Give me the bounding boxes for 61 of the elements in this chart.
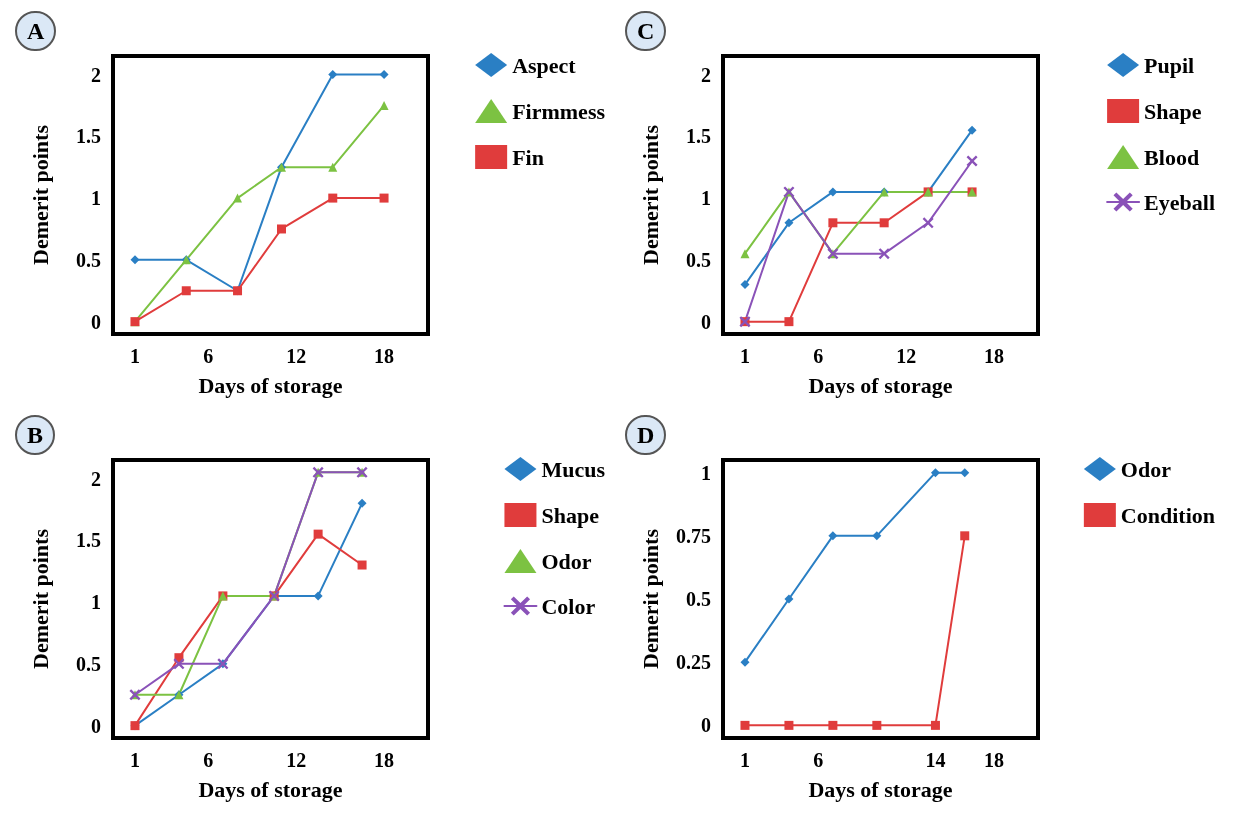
y-tick-label: 2 — [91, 467, 101, 490]
chart-title: C — [637, 18, 655, 44]
y-tick-label: 2 — [701, 63, 711, 86]
x-tick-label: 6 — [203, 749, 214, 771]
x-tick-label: 18 — [374, 345, 395, 367]
y-tick-label: 0.5 — [686, 248, 711, 271]
y-tick-label: 0.5 — [686, 588, 711, 610]
y-tick-label: 1 — [701, 461, 711, 484]
y-axis-title: Demerit points — [27, 124, 53, 265]
x-tick-label: 18 — [984, 345, 1005, 367]
y-axis-title: Demerit points — [637, 528, 663, 669]
chart-title: D — [637, 422, 655, 448]
x-tick-label: 6 — [813, 749, 824, 771]
y-tick-label: 0 — [91, 310, 101, 333]
x-axis-title: Days of storage — [198, 372, 343, 398]
y-tick-label: 0 — [701, 310, 711, 333]
legend-label: Aspect — [512, 52, 577, 78]
legend-label: Condition — [1120, 502, 1216, 528]
legend-label: Odor — [1120, 456, 1172, 482]
x-tick-label: 12 — [286, 749, 307, 771]
x-tick-label: 6 — [813, 345, 824, 367]
x-tick-label: 1 — [739, 749, 750, 771]
y-axis-title: Demerit points — [27, 528, 53, 669]
y-tick-label: 0.5 — [76, 652, 101, 675]
y-tick-label: 1.5 — [76, 529, 101, 552]
x-tick-label: 18 — [374, 749, 395, 771]
legend-label: Shape — [541, 502, 600, 528]
legend-label: Odor — [541, 548, 592, 574]
x-axis-title: Days of storage — [808, 776, 953, 802]
y-tick-label: 1 — [91, 187, 101, 210]
y-tick-label: 1.5 — [76, 125, 101, 148]
x-tick-label: 14 — [925, 749, 946, 771]
y-tick-label: 1 — [91, 591, 101, 614]
x-tick-label: 1 — [129, 345, 140, 367]
x-tick-label: 6 — [203, 345, 214, 367]
y-tick-label: 0.5 — [76, 248, 101, 271]
x-axis-title: Days of storage — [198, 776, 343, 802]
chart-title: A — [27, 18, 45, 44]
y-tick-label: 2 — [91, 63, 101, 86]
x-tick-label: 12 — [286, 345, 307, 367]
legend-label: Pupil — [1144, 52, 1195, 78]
legend-label: Fin — [512, 144, 544, 170]
y-tick-label: 0.25 — [676, 651, 711, 674]
legend-label: Blood — [1144, 144, 1200, 170]
x-tick-label: 18 — [984, 749, 1005, 771]
x-axis-title: Days of storage — [808, 372, 953, 398]
x-tick-label: 1 — [739, 345, 750, 367]
legend-label: Color — [541, 593, 596, 619]
chart-title: B — [27, 422, 44, 448]
y-axis-title: Demerit points — [637, 124, 663, 265]
y-tick-label: 1.5 — [686, 125, 711, 148]
y-tick-label: 0.75 — [676, 524, 711, 547]
y-tick-label: 1 — [701, 187, 711, 210]
legend-label: Eyeball — [1144, 189, 1216, 215]
legend-label: Firmmess — [512, 98, 606, 124]
legend-label: Mucus — [541, 456, 606, 482]
legend-label: Shape — [1144, 98, 1202, 124]
x-tick-label: 12 — [896, 345, 917, 367]
x-tick-label: 1 — [129, 749, 140, 771]
y-tick-label: 0 — [701, 714, 711, 737]
y-tick-label: 0 — [91, 714, 101, 737]
